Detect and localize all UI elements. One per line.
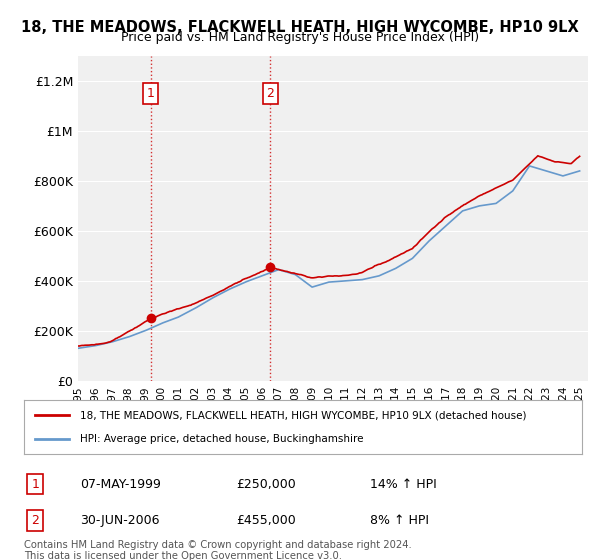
Text: £455,000: £455,000 [236,514,296,527]
Text: £250,000: £250,000 [236,478,296,491]
Text: HPI: Average price, detached house, Buckinghamshire: HPI: Average price, detached house, Buck… [80,433,364,444]
Text: 18, THE MEADOWS, FLACKWELL HEATH, HIGH WYCOMBE, HP10 9LX: 18, THE MEADOWS, FLACKWELL HEATH, HIGH W… [21,20,579,35]
Text: 14% ↑ HPI: 14% ↑ HPI [370,478,437,491]
Text: 2: 2 [31,514,39,527]
Text: 07-MAY-1999: 07-MAY-1999 [80,478,161,491]
Text: 18, THE MEADOWS, FLACKWELL HEATH, HIGH WYCOMBE, HP10 9LX (detached house): 18, THE MEADOWS, FLACKWELL HEATH, HIGH W… [80,410,526,421]
Text: 30-JUN-2006: 30-JUN-2006 [80,514,160,527]
Text: 8% ↑ HPI: 8% ↑ HPI [370,514,429,527]
Text: 2: 2 [266,87,274,100]
Text: Contains HM Land Registry data © Crown copyright and database right 2024.
This d: Contains HM Land Registry data © Crown c… [24,540,412,560]
Text: 1: 1 [147,87,155,100]
Text: 1: 1 [31,478,39,491]
Text: Price paid vs. HM Land Registry's House Price Index (HPI): Price paid vs. HM Land Registry's House … [121,31,479,44]
